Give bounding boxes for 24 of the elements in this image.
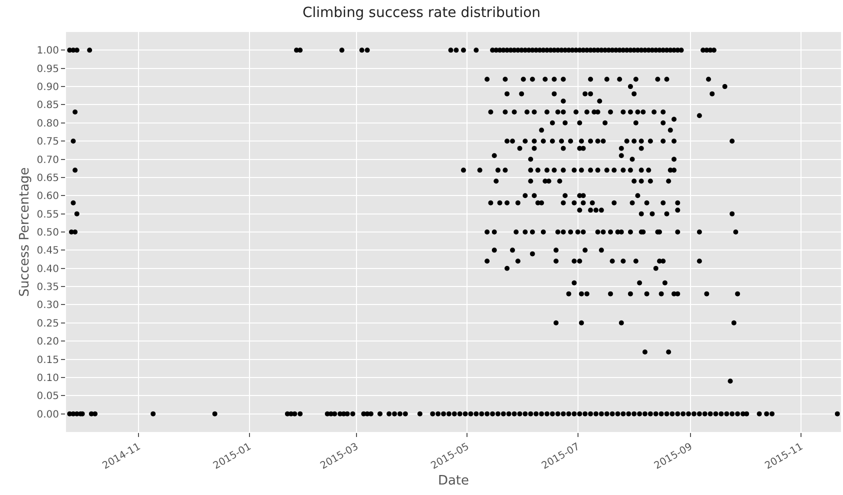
- y-tick-label: 0.70: [36, 154, 59, 166]
- y-tick-label: 0.95: [36, 64, 59, 75]
- y-axis-title: Success Percentage: [18, 167, 33, 297]
- y-tick-label: 0.20: [36, 336, 59, 348]
- y-tick-label: 0.75: [36, 136, 59, 148]
- y-tick-label: 0.25: [36, 318, 59, 330]
- y-tick-label: 0.90: [36, 82, 59, 94]
- y-tick-label: 0.10: [36, 372, 59, 384]
- y-tick-label: 0.35: [36, 282, 59, 294]
- y-tick-label: 0.85: [36, 100, 59, 112]
- y-tick-label: 1.00: [36, 46, 59, 57]
- y-tick-label: 0.40: [36, 264, 59, 275]
- y-tick-label: 0.80: [36, 118, 59, 130]
- y-tick-label: 0.60: [36, 191, 59, 202]
- y-tick-label: 0.55: [36, 209, 59, 220]
- x-axis-title: Date: [438, 473, 470, 488]
- y-tick-label: 0.65: [36, 172, 59, 184]
- y-tick-label: 0.50: [36, 228, 59, 238]
- chart-title: Climbing success rate distribution: [302, 5, 541, 22]
- y-tick-label: 0.45: [36, 246, 59, 257]
- y-tick-label: 0.15: [36, 354, 59, 366]
- y-tick-label: 0.05: [36, 391, 59, 402]
- y-tick-label: 0.30: [36, 300, 59, 312]
- y-tick-label: 0.00: [36, 409, 59, 420]
